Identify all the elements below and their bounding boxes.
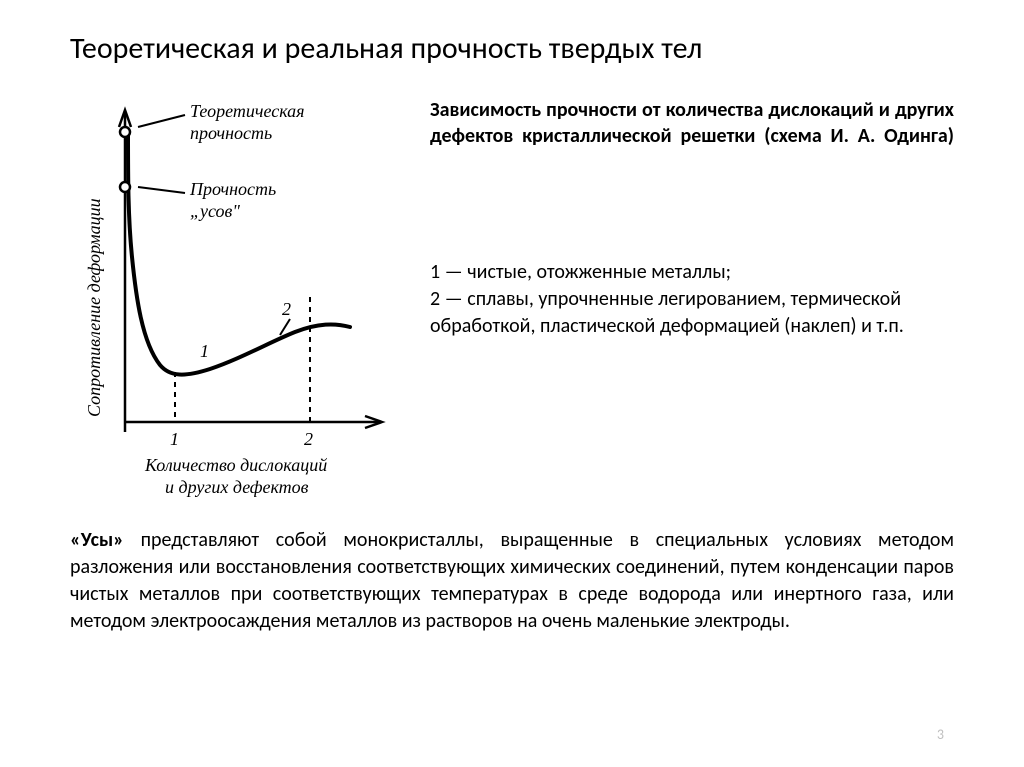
annot-whiskers-l1: Прочность (189, 179, 276, 199)
whiskers-paragraph: «Усы» представляют собой монокристаллы, … (70, 527, 954, 635)
x-axis-label-l2: и других дефектов (165, 477, 309, 497)
curve-label-2: 2 (282, 299, 291, 319)
legend-item-2: 2 — сплавы, упрочненные легированием, те… (430, 286, 954, 340)
marker-whiskers (120, 182, 130, 192)
upper-row: 1 2 1 2 Теоретическая прочность Прочност… (70, 87, 954, 507)
marker-theoretical (120, 127, 130, 137)
oding-diagram: 1 2 1 2 Теоретическая прочность Прочност… (70, 87, 410, 507)
pointer-theoretical (138, 115, 185, 127)
y-axis-label: Сопротивление деформации (84, 198, 104, 417)
pointer-whiskers (138, 187, 185, 193)
axes (119, 110, 382, 432)
legend: 1 — чистые, отожженные металлы; 2 — спла… (430, 259, 954, 340)
paragraph-rest: представляют собой монокристаллы, выраще… (70, 528, 954, 633)
x-tick-1: 1 (170, 429, 179, 449)
page-number: 3 (937, 726, 944, 743)
diagram-caption: Зависимость прочности от количества дисл… (430, 97, 954, 149)
annot-theoretical-l1: Теоретическая (190, 101, 305, 121)
legend-item-1: 1 — чистые, отожженные металлы; (430, 259, 954, 286)
annot-theoretical-l2: прочность (190, 123, 272, 143)
strength-curve (128, 132, 350, 375)
x-tick-2: 2 (304, 429, 313, 449)
curve-label-1: 1 (200, 341, 209, 361)
annot-whiskers-l2: „усов" (190, 201, 240, 221)
right-column: Зависимость прочности от количества дисл… (430, 87, 954, 507)
paragraph-lead: «Усы» (70, 528, 124, 552)
page-title: Теоретическая и реальная прочность тверд… (70, 30, 954, 67)
x-axis-label-l1: Количество дислокаций (144, 455, 327, 475)
